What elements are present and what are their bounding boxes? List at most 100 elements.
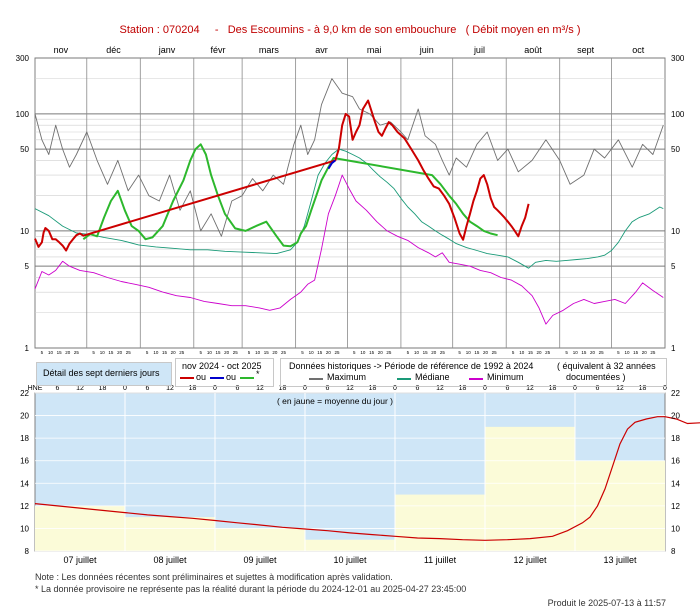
daily-mean-bar (125, 517, 215, 551)
day-tick-label: 20 (536, 350, 542, 355)
y-tick-label-left: 100 (16, 110, 30, 119)
hour-tick-label: 6 (506, 385, 510, 392)
day-tick-label: 25 (281, 350, 287, 355)
legend-swatch-current (180, 377, 194, 379)
month-label: févr (210, 45, 225, 55)
note-line-2: * La donnée provisoire ne représente pas… (35, 584, 467, 594)
y-tick-label-right: 10 (671, 227, 680, 236)
hour-tick-label: 18 (279, 385, 287, 392)
y-tick-label-bottom-left: 20 (20, 412, 29, 421)
hour-tick-label: 6 (56, 385, 60, 392)
y-tick-label-bottom-left: 10 (20, 524, 29, 533)
month-label: déc (106, 45, 121, 55)
bottom-series-line (34, 416, 700, 541)
current-period-legend: nov 2024 - oct 2025 ou ou * (175, 358, 274, 387)
y-tick-label-bottom-right: 22 (671, 389, 680, 398)
y-tick-label-left: 5 (25, 262, 30, 271)
day-tick-label: 10 (573, 350, 579, 355)
y-tick-label-bottom-right: 14 (671, 479, 680, 488)
y-tick-label-bottom-left: 16 (20, 457, 29, 466)
day-tick-label: 5 (301, 350, 304, 355)
top-plot-area (34, 57, 666, 349)
hour-tick-label: 18 (189, 385, 197, 392)
hour-tick-label: 6 (236, 385, 240, 392)
hour-tick-label: 0 (303, 385, 307, 392)
day-tick-label: 20 (171, 350, 177, 355)
y-tick-label-bottom-left: 8 (25, 547, 30, 556)
hour-tick-label: 18 (459, 385, 467, 392)
chart-title: Station : 070204 - Des Escoumins - à 9,0… (119, 24, 581, 36)
hour-tick-label: 0 (393, 385, 397, 392)
day-tick-label: 10 (48, 350, 54, 355)
notes: Note : Les données récentes sont prélimi… (35, 571, 466, 595)
bottom-grid (35, 392, 665, 552)
month-label: mars (259, 45, 279, 55)
day-tick-label: 5 (617, 350, 620, 355)
day-tick-label: 10 (255, 350, 261, 355)
y-tick-label-right: 5 (671, 262, 676, 271)
hour-tick-label: 18 (99, 385, 107, 392)
day-tick-label: 15 (317, 350, 323, 355)
day-tick-label: 25 (74, 350, 80, 355)
day-tick-label: 10 (625, 350, 631, 355)
day-tick-label: 25 (126, 350, 132, 355)
hour-tick-label: 12 (436, 385, 444, 392)
day-tick-label: 25 (545, 350, 551, 355)
month-label: juin (419, 45, 434, 55)
legend-swatch-med (397, 378, 411, 380)
hour-tick-label: 0 (663, 385, 667, 392)
day-tick-label: 5 (248, 350, 251, 355)
month-label: nov (54, 45, 69, 55)
day-tick-label: 25 (335, 350, 341, 355)
y-tick-label-right: 1 (671, 344, 676, 353)
day-tick-label: 5 (458, 350, 461, 355)
day-label: 07 juillet (63, 555, 97, 565)
day-tick-label: 15 (633, 350, 639, 355)
detail-legend-box: Détail des sept derniers jours (36, 362, 172, 386)
series-line-707070 (34, 78, 664, 237)
series-line-cc00cc (34, 174, 664, 325)
day-label: 11 juillet (424, 555, 457, 565)
day-label: 09 juillet (243, 555, 277, 565)
day-label: 08 juillet (153, 555, 187, 565)
day-tick-label: 20 (590, 350, 596, 355)
day-label: 13 juillet (603, 555, 637, 565)
day-tick-label: 5 (146, 350, 149, 355)
hour-tick-label: 12 (616, 385, 624, 392)
day-tick-label: 10 (153, 350, 159, 355)
day-tick-label: 10 (519, 350, 525, 355)
produced-date: Produit le 2025-07-13 à 11:57 (547, 598, 666, 608)
day-tick-label: 15 (474, 350, 480, 355)
legend-swatch-min (469, 378, 483, 380)
hne-label: HNE (28, 385, 43, 392)
series-line-1a9a78 (34, 148, 664, 269)
y-tick-label-bottom-left: 18 (20, 434, 29, 443)
daily-mean-bar (395, 494, 485, 551)
hour-tick-label: 18 (369, 385, 377, 392)
historic-legend: Données historiques -> Période de référe… (280, 358, 667, 387)
day-tick-label: 15 (162, 350, 168, 355)
bottom-series (34, 416, 700, 541)
hour-tick-label: 12 (526, 385, 534, 392)
hour-tick-label: 6 (146, 385, 150, 392)
y-tick-label-left: 10 (20, 227, 29, 236)
historic-equiv: ( équivalent à 32 années (557, 361, 656, 371)
day-tick-label: 5 (41, 350, 44, 355)
day-tick-label: 10 (360, 350, 366, 355)
hour-tick-label: 0 (213, 385, 217, 392)
day-tick-label: 5 (565, 350, 568, 355)
y-tick-label-left: 1 (25, 344, 30, 353)
day-tick-label: 20 (642, 350, 648, 355)
day-tick-label: 25 (599, 350, 605, 355)
day-label: 12 juillet (513, 555, 547, 565)
day-tick-label: 15 (57, 350, 63, 355)
hour-tick-label: 18 (549, 385, 557, 392)
hour-tick-label: 12 (256, 385, 264, 392)
series-line-2db82d (82, 143, 498, 248)
legend-swatch-green (240, 377, 254, 379)
y-tick-label-left: 50 (20, 145, 29, 154)
legend-star: * (256, 369, 260, 379)
hour-tick-label: 0 (483, 385, 487, 392)
day-tick-label: 5 (92, 350, 95, 355)
